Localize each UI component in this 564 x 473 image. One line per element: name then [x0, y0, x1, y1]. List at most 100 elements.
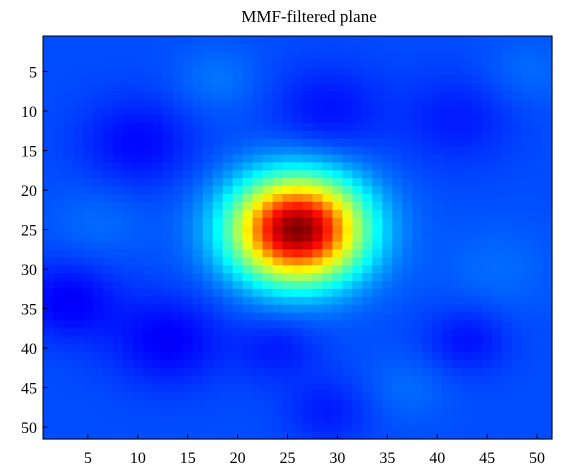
heatmap-cell — [392, 83, 403, 92]
heatmap-cell — [302, 217, 314, 227]
heatmap-cell — [92, 423, 104, 432]
heatmap-cell — [262, 170, 274, 179]
heatmap-cell — [392, 367, 403, 377]
heatmap-cell — [532, 423, 543, 432]
heatmap-cell — [82, 225, 94, 235]
heatmap-cell — [382, 320, 393, 329]
heatmap-cell — [472, 201, 483, 211]
heatmap-cell — [202, 407, 214, 416]
heatmap-cell — [542, 154, 553, 164]
heatmap-cell — [542, 383, 553, 393]
heatmap-cell — [272, 407, 284, 416]
heatmap-cell — [512, 257, 523, 266]
heatmap-cell — [522, 209, 533, 219]
heatmap-cell — [222, 59, 234, 69]
heatmap-cell — [92, 225, 104, 235]
heatmap-cell — [312, 312, 324, 322]
heatmap-cell — [212, 59, 224, 69]
heatmap-cell — [122, 146, 134, 156]
heatmap-cell — [132, 91, 144, 100]
heatmap-cell — [52, 67, 64, 77]
heatmap-cell — [102, 296, 114, 306]
heatmap-cell — [482, 249, 493, 258]
heatmap-cell — [72, 130, 84, 140]
heatmap-cell — [62, 431, 74, 440]
heatmap-cell — [292, 225, 304, 235]
heatmap-cell — [292, 162, 304, 171]
heatmap-cell — [442, 51, 453, 61]
heatmap-cell — [62, 249, 74, 258]
heatmap-cell — [192, 375, 204, 385]
heatmap-cell — [522, 91, 533, 100]
heatmap-cell — [542, 43, 553, 53]
heatmap-cell — [392, 288, 403, 298]
heatmap-cell — [342, 328, 353, 337]
heatmap-cell — [392, 391, 403, 401]
heatmap-cell — [342, 75, 353, 85]
heatmap-cell — [322, 352, 334, 361]
heatmap-cell — [492, 75, 503, 85]
heatmap-cell — [272, 257, 284, 266]
heatmap-cell — [252, 257, 264, 266]
heatmap-cell — [512, 170, 523, 179]
heatmap-cell — [332, 138, 344, 148]
heatmap-cell — [342, 170, 353, 179]
heatmap-cell — [372, 162, 383, 171]
heatmap-cell — [102, 367, 114, 377]
heatmap-cell — [152, 170, 164, 179]
heatmap-cell — [52, 43, 64, 53]
heatmap-cell — [502, 43, 513, 53]
heatmap-cell — [282, 320, 294, 329]
heatmap-cell — [512, 280, 523, 290]
heatmap-cell — [422, 296, 433, 306]
heatmap-cell — [372, 91, 383, 100]
heatmap-cell — [522, 257, 533, 266]
heatmap-cell — [112, 273, 124, 282]
heatmap-cell — [502, 217, 513, 227]
heatmap-cell — [492, 51, 503, 61]
heatmap-cell — [452, 423, 463, 432]
heatmap-cell — [322, 107, 334, 116]
heatmap-cell — [332, 407, 344, 416]
heatmap-cell — [102, 107, 114, 116]
heatmap-cell — [192, 328, 204, 337]
heatmap-cell — [212, 146, 224, 156]
heatmap-cell — [222, 130, 234, 140]
heatmap-cell — [62, 59, 74, 69]
heatmap-cell — [512, 99, 523, 108]
heatmap-cell — [522, 59, 533, 69]
heatmap-cell — [332, 265, 344, 274]
heatmap-cell — [142, 241, 154, 250]
heatmap-cell — [272, 265, 284, 274]
heatmap-cell — [402, 162, 413, 171]
heatmap-cell — [432, 36, 443, 45]
heatmap-cell — [132, 407, 144, 416]
heatmap-cell — [402, 59, 413, 69]
heatmap-cell — [302, 273, 314, 282]
heatmap-cell — [352, 415, 363, 424]
heatmap-cell — [512, 328, 523, 337]
heatmap-cell — [92, 304, 104, 314]
heatmap-cell — [202, 312, 214, 322]
heatmap-cell — [412, 352, 423, 361]
heatmap-cell — [292, 178, 304, 187]
heatmap-cell — [172, 265, 184, 274]
heatmap-cell — [132, 201, 144, 211]
heatmap-cell — [82, 75, 94, 85]
heatmap-cell — [43, 415, 54, 424]
heatmap-cell — [392, 43, 403, 53]
heatmap-cell — [52, 59, 64, 69]
heatmap-cell — [72, 217, 84, 227]
heatmap-cell — [182, 344, 194, 353]
heatmap-cell — [442, 67, 453, 77]
heatmap-cell — [332, 162, 344, 171]
heatmap-cell — [372, 225, 383, 235]
heatmap-cell — [62, 304, 74, 314]
heatmap-cell — [512, 415, 523, 424]
heatmap-cell — [292, 201, 304, 211]
heatmap-cell — [202, 431, 214, 440]
heatmap-cell — [242, 391, 254, 401]
heatmap-cell — [132, 138, 144, 148]
heatmap-cell — [232, 241, 244, 250]
heatmap-cell — [82, 415, 94, 424]
